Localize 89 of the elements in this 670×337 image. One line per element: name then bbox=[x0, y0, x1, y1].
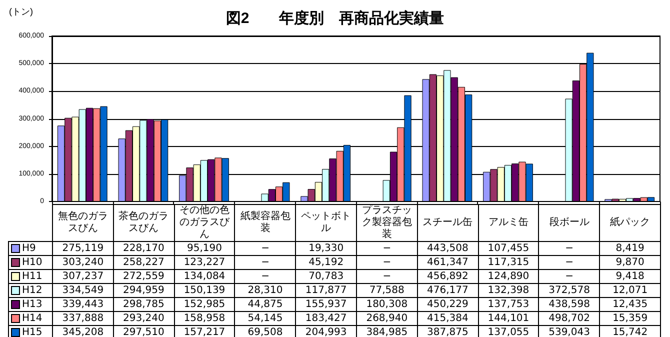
data-label: 69,508 bbox=[234, 326, 296, 337]
data-label: 9,418 bbox=[600, 270, 660, 284]
data-label: 272,559 bbox=[113, 270, 174, 284]
data-label: 180,308 bbox=[356, 298, 418, 312]
x-tick-label: 段ボール bbox=[538, 204, 600, 242]
x-tick-label: 無色のガラスびん bbox=[52, 204, 114, 242]
text: − bbox=[382, 271, 392, 282]
data-label: 334,549 bbox=[52, 284, 114, 298]
text: − bbox=[261, 271, 270, 282]
data-label: 204,993 bbox=[296, 326, 356, 337]
data-label: 152,985 bbox=[174, 298, 235, 312]
text: − bbox=[565, 243, 574, 254]
data-label: 107,455 bbox=[478, 242, 539, 256]
data-label: 95,190 bbox=[174, 242, 235, 256]
data-label: 476,177 bbox=[417, 284, 478, 298]
data-label: 28,310 bbox=[234, 284, 296, 298]
legend-label: H14 bbox=[8, 312, 52, 326]
data-label: 461,347 bbox=[417, 256, 478, 270]
text: − bbox=[261, 243, 270, 254]
text: − bbox=[261, 257, 270, 268]
data-label: 498,702 bbox=[538, 312, 600, 326]
data-label: 45,192 bbox=[296, 256, 356, 270]
data-label: 443,508 bbox=[417, 242, 478, 256]
data-label: 450,229 bbox=[417, 298, 478, 312]
legend-label: H10 bbox=[8, 256, 52, 270]
data-label: 19,330 bbox=[296, 242, 356, 256]
data-label: 258,227 bbox=[113, 256, 174, 270]
data-label: 183,427 bbox=[296, 312, 356, 326]
data-label: 303,240 bbox=[52, 256, 114, 270]
legend-label: H15 bbox=[8, 326, 52, 337]
data-label: 298,785 bbox=[113, 298, 174, 312]
data-label: 387,875 bbox=[417, 326, 478, 337]
data-label: 54,145 bbox=[234, 312, 296, 326]
data-label: 124,890 bbox=[478, 270, 539, 284]
data-label: 372,578 bbox=[538, 284, 600, 298]
data-label: 294,959 bbox=[113, 284, 174, 298]
data-label: 157,217 bbox=[174, 326, 235, 337]
x-tick-label: その他の色のガラスびん bbox=[174, 204, 235, 242]
data-label: 12,071 bbox=[600, 284, 660, 298]
data-label: 339,443 bbox=[52, 298, 114, 312]
legend-label: H13 bbox=[8, 298, 52, 312]
data-label: 539,043 bbox=[538, 326, 600, 337]
chart-title: 図2 年度別 再商品化実績量 bbox=[226, 9, 444, 27]
data-label: 345,208 bbox=[52, 326, 114, 337]
data-label: 275,119 bbox=[52, 242, 114, 256]
text: − bbox=[565, 271, 574, 282]
data-label: 384,985 bbox=[356, 326, 418, 337]
x-tick-label: 紙パック bbox=[600, 204, 660, 242]
x-tick-label: プラスチック製容器包装 bbox=[356, 204, 418, 242]
data-label: 123,227 bbox=[174, 256, 235, 270]
data-label: 415,384 bbox=[417, 312, 478, 326]
data-label: 117,315 bbox=[478, 256, 539, 270]
text: − bbox=[565, 257, 574, 268]
text: − bbox=[382, 243, 392, 254]
data-label: 117,877 bbox=[296, 284, 356, 298]
x-tick-label: 紙製容器包装 bbox=[234, 204, 296, 242]
data-label: 15,742 bbox=[600, 326, 660, 337]
x-tick-label: 茶色のガラスびん bbox=[113, 204, 174, 242]
data-label: 155,937 bbox=[296, 298, 356, 312]
data-label: 307,237 bbox=[52, 270, 114, 284]
legend-label: H11 bbox=[8, 270, 52, 284]
data-label: 134,084 bbox=[174, 270, 235, 284]
data-label: 144,101 bbox=[478, 312, 539, 326]
data-label: 70,783 bbox=[296, 270, 356, 284]
data-label: 137,753 bbox=[478, 298, 539, 312]
data-label: 137,055 bbox=[478, 326, 539, 337]
data-label: 44,875 bbox=[234, 298, 296, 312]
data-label: 438,598 bbox=[538, 298, 600, 312]
x-tick-label: ペットボトル bbox=[296, 204, 356, 242]
legend-label: H12 bbox=[8, 284, 52, 298]
data-label: 293,240 bbox=[113, 312, 174, 326]
text: − bbox=[382, 257, 392, 268]
data-label: 158,958 bbox=[174, 312, 235, 326]
data-label: 8,419 bbox=[600, 242, 660, 256]
data-label: 228,170 bbox=[113, 242, 174, 256]
data-label: 456,892 bbox=[417, 270, 478, 284]
data-label: 77,588 bbox=[356, 284, 418, 298]
legend-label: H9 bbox=[8, 242, 52, 256]
y-axis-title: (トン) bbox=[9, 6, 33, 16]
x-tick-label: スチール缶 bbox=[417, 204, 478, 242]
data-label: 297,510 bbox=[113, 326, 174, 337]
data-label: 150,139 bbox=[174, 284, 235, 298]
data-label: 9,870 bbox=[600, 256, 660, 270]
x-tick-label: アルミ缶 bbox=[478, 204, 539, 242]
data-label: 337,888 bbox=[52, 312, 114, 326]
data-label: 15,359 bbox=[600, 312, 660, 326]
data-label: 132,398 bbox=[478, 284, 539, 298]
data-label: 268,940 bbox=[356, 312, 418, 326]
data-label: 12,435 bbox=[600, 298, 660, 312]
